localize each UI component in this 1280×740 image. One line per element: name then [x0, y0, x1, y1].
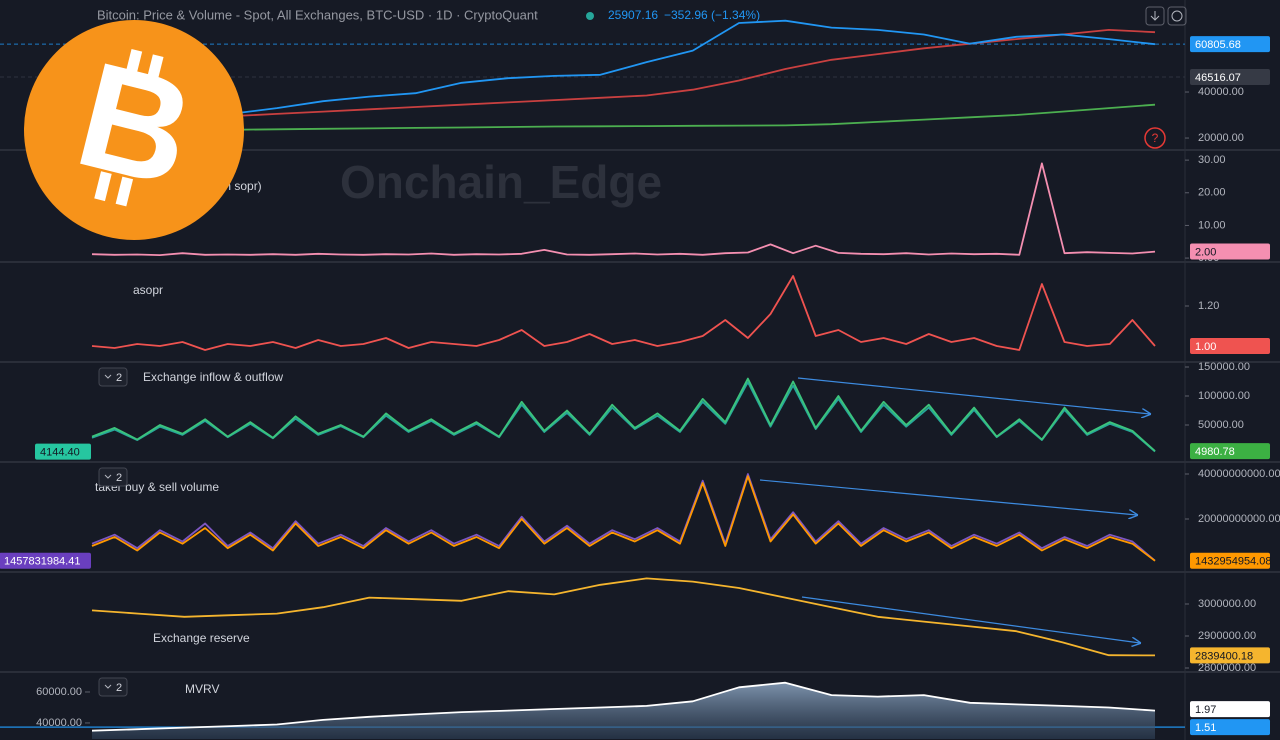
price-badge-label: 60805.68: [1195, 39, 1241, 51]
series-line: [91, 577, 1156, 657]
price-badge-label: 4980.78: [1195, 446, 1235, 458]
y-tick-label: 20000.00: [1198, 132, 1244, 144]
series-group: [91, 473, 1156, 562]
price-badge-label: 1.00: [1195, 341, 1216, 353]
chart-title: Bitcoin: Price & Volume - Spot, All Exch…: [97, 7, 538, 22]
logo-bar: [94, 171, 112, 202]
pane-toggle-count: 2: [116, 682, 122, 694]
price-badge: [1190, 701, 1270, 718]
pane-label: MVRV: [185, 682, 219, 696]
series-line: [91, 475, 1156, 562]
y-tick-label: 30.00: [1198, 154, 1226, 166]
refresh-icon: [1171, 10, 1183, 22]
series-group: [91, 377, 1156, 453]
logo-bar: [124, 48, 143, 79]
series-group: [91, 162, 1156, 256]
y-tick-label: 1.20: [1198, 300, 1219, 312]
y-tick-label: 10.00: [1198, 219, 1226, 231]
price-badge-label: 1.51: [1195, 722, 1216, 734]
y-tick-label: 40000.00: [36, 717, 82, 729]
refresh-button[interactable]: [1167, 6, 1187, 26]
series-group: [91, 577, 1156, 657]
price-badge: [1190, 552, 1270, 569]
y-tick-label: 2800000.00: [1198, 662, 1256, 674]
logo-circle: [24, 20, 244, 240]
pane: 50000.00 100000.00 150000.00 Exchange inflo…: [35, 361, 1270, 460]
price-badge: [1190, 719, 1270, 736]
chevron-icon: [104, 684, 112, 689]
pane-toggle[interactable]: [98, 367, 128, 387]
y-tick-label: 2900000.00: [1198, 630, 1256, 642]
y-tick-label: 60000.00: [36, 686, 82, 698]
pane-label: Exchange reserve: [153, 631, 250, 645]
series-line: [91, 162, 1156, 256]
pane: 20000.00 40000.00 60805.68 46516.07: [0, 19, 1270, 144]
y-tick-label: 20000000000.00: [1198, 513, 1280, 525]
price-badge: [1190, 443, 1270, 460]
price-badge: [0, 552, 91, 569]
chevron-icon: [104, 374, 112, 379]
price-badge: [35, 443, 91, 460]
price-badge-label: 4144.40: [40, 446, 80, 458]
price-badge: [1190, 243, 1270, 260]
plots: 20000.0040000.0060805.6846516.070.0010.0…: [0, 19, 1280, 739]
pane-toggle-count: 2: [116, 472, 122, 484]
y-tick-label: 150000.00: [1198, 361, 1250, 373]
y-tick-label: 40000000000.00: [1198, 468, 1280, 480]
y-tick-label: 50000.00: [1198, 419, 1244, 431]
pane: 40000.00 60000.00 MVRV 2 1.97 1.51: [0, 677, 1270, 739]
series-line: [91, 473, 1156, 562]
y-tick-label: 3000000.00: [1198, 598, 1256, 610]
pane: 2800000.00 2900000.00 3000000.00 Exchange r…: [91, 577, 1270, 674]
price-badge: [1190, 338, 1270, 354]
price-badge-label: 1432954954.08: [1195, 556, 1271, 568]
price-badge-label: 1457831984.41: [4, 556, 80, 568]
price-badge: [1190, 69, 1270, 86]
logo-bar: [146, 54, 164, 85]
price-badge: [1190, 36, 1270, 53]
trend-arrow: [797, 377, 1150, 414]
series-line: [91, 681, 1156, 732]
download-icon: [1150, 11, 1160, 21]
y-tick-label: 100000.00: [1198, 390, 1250, 402]
pane-toggle[interactable]: [98, 467, 128, 487]
series-group: [0, 681, 1185, 739]
series-line: [91, 377, 1156, 452]
pane-label: asopr: [133, 283, 163, 297]
pane-toggle-count: 2: [116, 372, 122, 384]
pane: 1.20 asopr 1.00: [91, 275, 1270, 354]
price-badge-label: 2.00: [1195, 246, 1216, 258]
price-badge: [1190, 647, 1270, 664]
trend-arrow: [801, 596, 1140, 643]
y-tick-label: 20.00: [1198, 187, 1226, 199]
status-dot: [586, 12, 594, 20]
chevron-icon: [104, 474, 112, 479]
price-badge-label: 2839400.18: [1195, 650, 1253, 662]
pane-label: Exchange inflow & outflow: [143, 370, 283, 384]
help-button[interactable]: [1144, 127, 1166, 149]
download-button[interactable]: [1145, 6, 1165, 26]
last-price: 25907.16: [608, 8, 658, 22]
price-badge-label: 1.97: [1195, 704, 1216, 716]
watermark: Onchain_Edge: [340, 156, 662, 208]
series-group: [91, 275, 1156, 351]
trend-arrow: [759, 479, 1137, 515]
bitcoin-logo: B: [24, 20, 244, 240]
price-badge-label: 46516.07: [1195, 72, 1241, 84]
logo-bar: [115, 176, 134, 207]
series-line: [91, 103, 1156, 132]
y-tick-label: 40000.00: [1198, 86, 1244, 98]
price-change: −352.96 (−1.34%): [664, 8, 760, 22]
pane-toggle[interactable]: [98, 677, 128, 697]
help-text: ?: [1152, 131, 1159, 145]
series-line: [91, 19, 1156, 130]
series-line: [91, 275, 1156, 351]
